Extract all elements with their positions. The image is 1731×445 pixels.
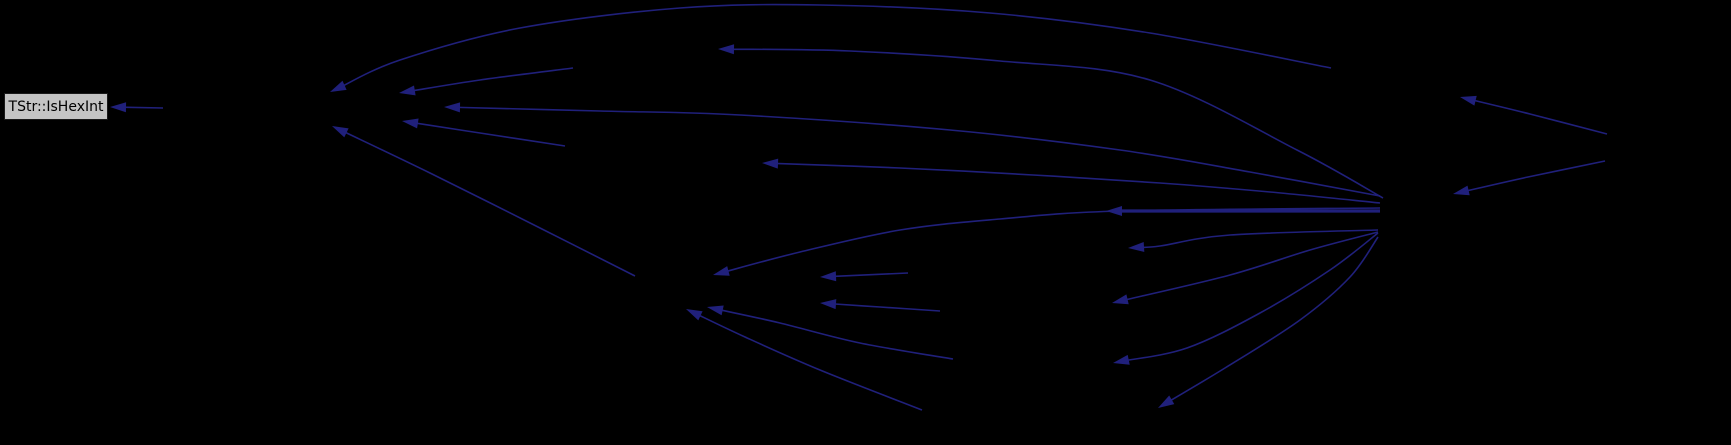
edge-hub-to-top-mid-node [727,48,1384,199]
edge-into-main-node [119,106,164,109]
edge-topmid-to-A-upper [408,67,574,93]
edge-lowmid-to-B-lower [694,312,923,411]
node-label: TStr::IsHexInt [8,98,104,115]
edge-B-to-A-diagonal-arrowhead-icon [332,126,349,138]
edge-right-src-to-R2 [1469,98,1608,135]
edge-short-to-B2-lower [829,302,941,312]
edge-short-to-B2-upper-arrowhead-icon [820,271,837,282]
edge-into-main-node-arrowhead-icon [110,102,127,113]
edge-right-src-to-R2-arrowhead-icon [1460,95,1477,106]
edge-hub-to-A-right [453,106,1381,197]
edge-mid-to-A-lower [411,121,566,147]
edge-lowmid-to-B-upper [716,308,954,360]
edge-hub-to-M4-arrowhead-icon [1113,354,1130,365]
edge-hub-to-mid-node [771,162,1381,204]
edge-lowmid-to-B-lower-arrowhead-icon [686,309,703,321]
edge-hub-to-M5 [1165,236,1379,404]
edge-hub-to-M1-thick-arrowhead-icon [1106,206,1122,216]
edge-hub-to-B-long [722,207,1381,274]
edge-right-src-to-hub-arrowhead-icon [1453,185,1470,196]
edge-hub-to-M3 [1121,231,1379,302]
edge-hub-to-M3-arrowhead-icon [1112,294,1129,305]
edge-lowmid-to-B-upper-arrowhead-icon [707,305,724,316]
edge-hub-to-mid-node-arrowhead-icon [762,158,779,169]
edge-hub-to-A-right-arrowhead-icon [444,102,461,113]
node-tstr-ishexint[interactable]: TStr::IsHexInt [4,93,108,120]
edge-hub-to-M4 [1122,232,1379,362]
edge-hub-to-M2 [1137,229,1379,249]
edge-hub-to-M5-arrowhead-icon [1158,395,1175,408]
edge-B-to-A-diagonal [340,129,636,277]
edge-top-long-curve [338,3,1332,89]
edge-topmid-to-A-upper-arrowhead-icon [399,85,416,96]
edge-right-src-to-hub [1462,160,1606,193]
edge-hub-to-top-mid-node-arrowhead-icon [718,44,735,55]
edge-short-to-B2-lower-arrowhead-icon [820,299,837,310]
edge-top-long-curve-arrowhead-icon [330,80,347,92]
edge-short-to-B2-upper [829,272,909,278]
edge-hub-to-M2-arrowhead-icon [1128,242,1145,252]
edge-hub-to-B-long-arrowhead-icon [713,266,730,276]
edge-mid-to-A-lower-arrowhead-icon [402,118,419,129]
